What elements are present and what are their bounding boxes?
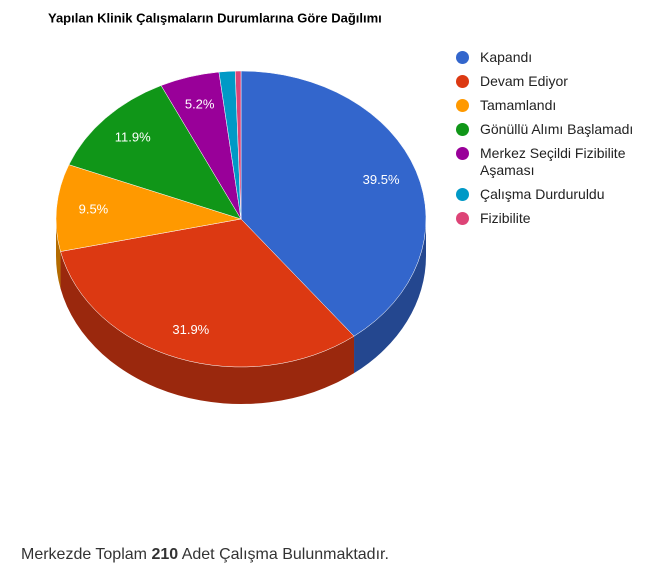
slice-label: 5.2% (185, 97, 215, 112)
legend-label: Çalışma Durduruldu (480, 186, 605, 202)
slice (68, 85, 242, 220)
legend-swatch (456, 188, 469, 201)
legend-label: Gönüllü Alımı Başlamadı (480, 121, 634, 137)
legend-label: Merkez Seçildi Fizibilite Aşaması (480, 145, 626, 178)
legend-item: Gönüllü Alımı Başlamadı (456, 121, 646, 138)
chart-title: Yapılan Klinik Çalışmaların Durumlarına … (48, 10, 382, 25)
footer-count: 210 (151, 546, 179, 563)
slice (240, 70, 427, 337)
legend-swatch (456, 123, 469, 136)
legend-swatch (456, 51, 469, 64)
slice-label: 31.9% (172, 322, 209, 337)
legend-item: Devam Ediyor (456, 73, 646, 90)
legend-swatch (456, 212, 469, 225)
legend-label: Tamamlandı (480, 97, 557, 113)
legend-item: Kapandı (456, 49, 646, 66)
footer-suffix: Adet Çalışma Bulunmaktadır. (181, 546, 389, 563)
legend-item: Merkez Seçildi Fizibilite Aşaması (456, 145, 646, 179)
slice (234, 70, 242, 220)
legend-label: Devam Ediyor (480, 73, 568, 89)
slice-label: 9.5% (79, 201, 109, 216)
legend: Kapandı Devam Ediyor Tamamlandı Gönüllü Alı… (456, 49, 646, 234)
legend-item: Fizibilite (456, 210, 646, 227)
chart: Yapılan Klinik Çalışmaların Durumlarına … (48, 10, 427, 404)
legend-swatch (456, 147, 469, 160)
legend-swatch (456, 99, 469, 112)
legend-label: Fizibilite (480, 210, 531, 226)
legend-item: Tamamlandı (456, 97, 646, 114)
slice-label: 11.9% (115, 130, 151, 145)
slice (60, 218, 355, 368)
slice-side (354, 219, 426, 374)
legend-swatch (456, 75, 469, 88)
slice (55, 164, 242, 252)
legend-item: Çalışma Durduruldu (456, 186, 646, 203)
legend-label: Kapandı (480, 49, 533, 65)
slice-side (60, 251, 355, 404)
footer: Merkezde Toplam 210 Adet Çalışma Bulunma… (21, 546, 389, 564)
footer-prefix: Merkezde Toplam (21, 546, 147, 563)
slice-label: 39.5% (363, 172, 400, 187)
